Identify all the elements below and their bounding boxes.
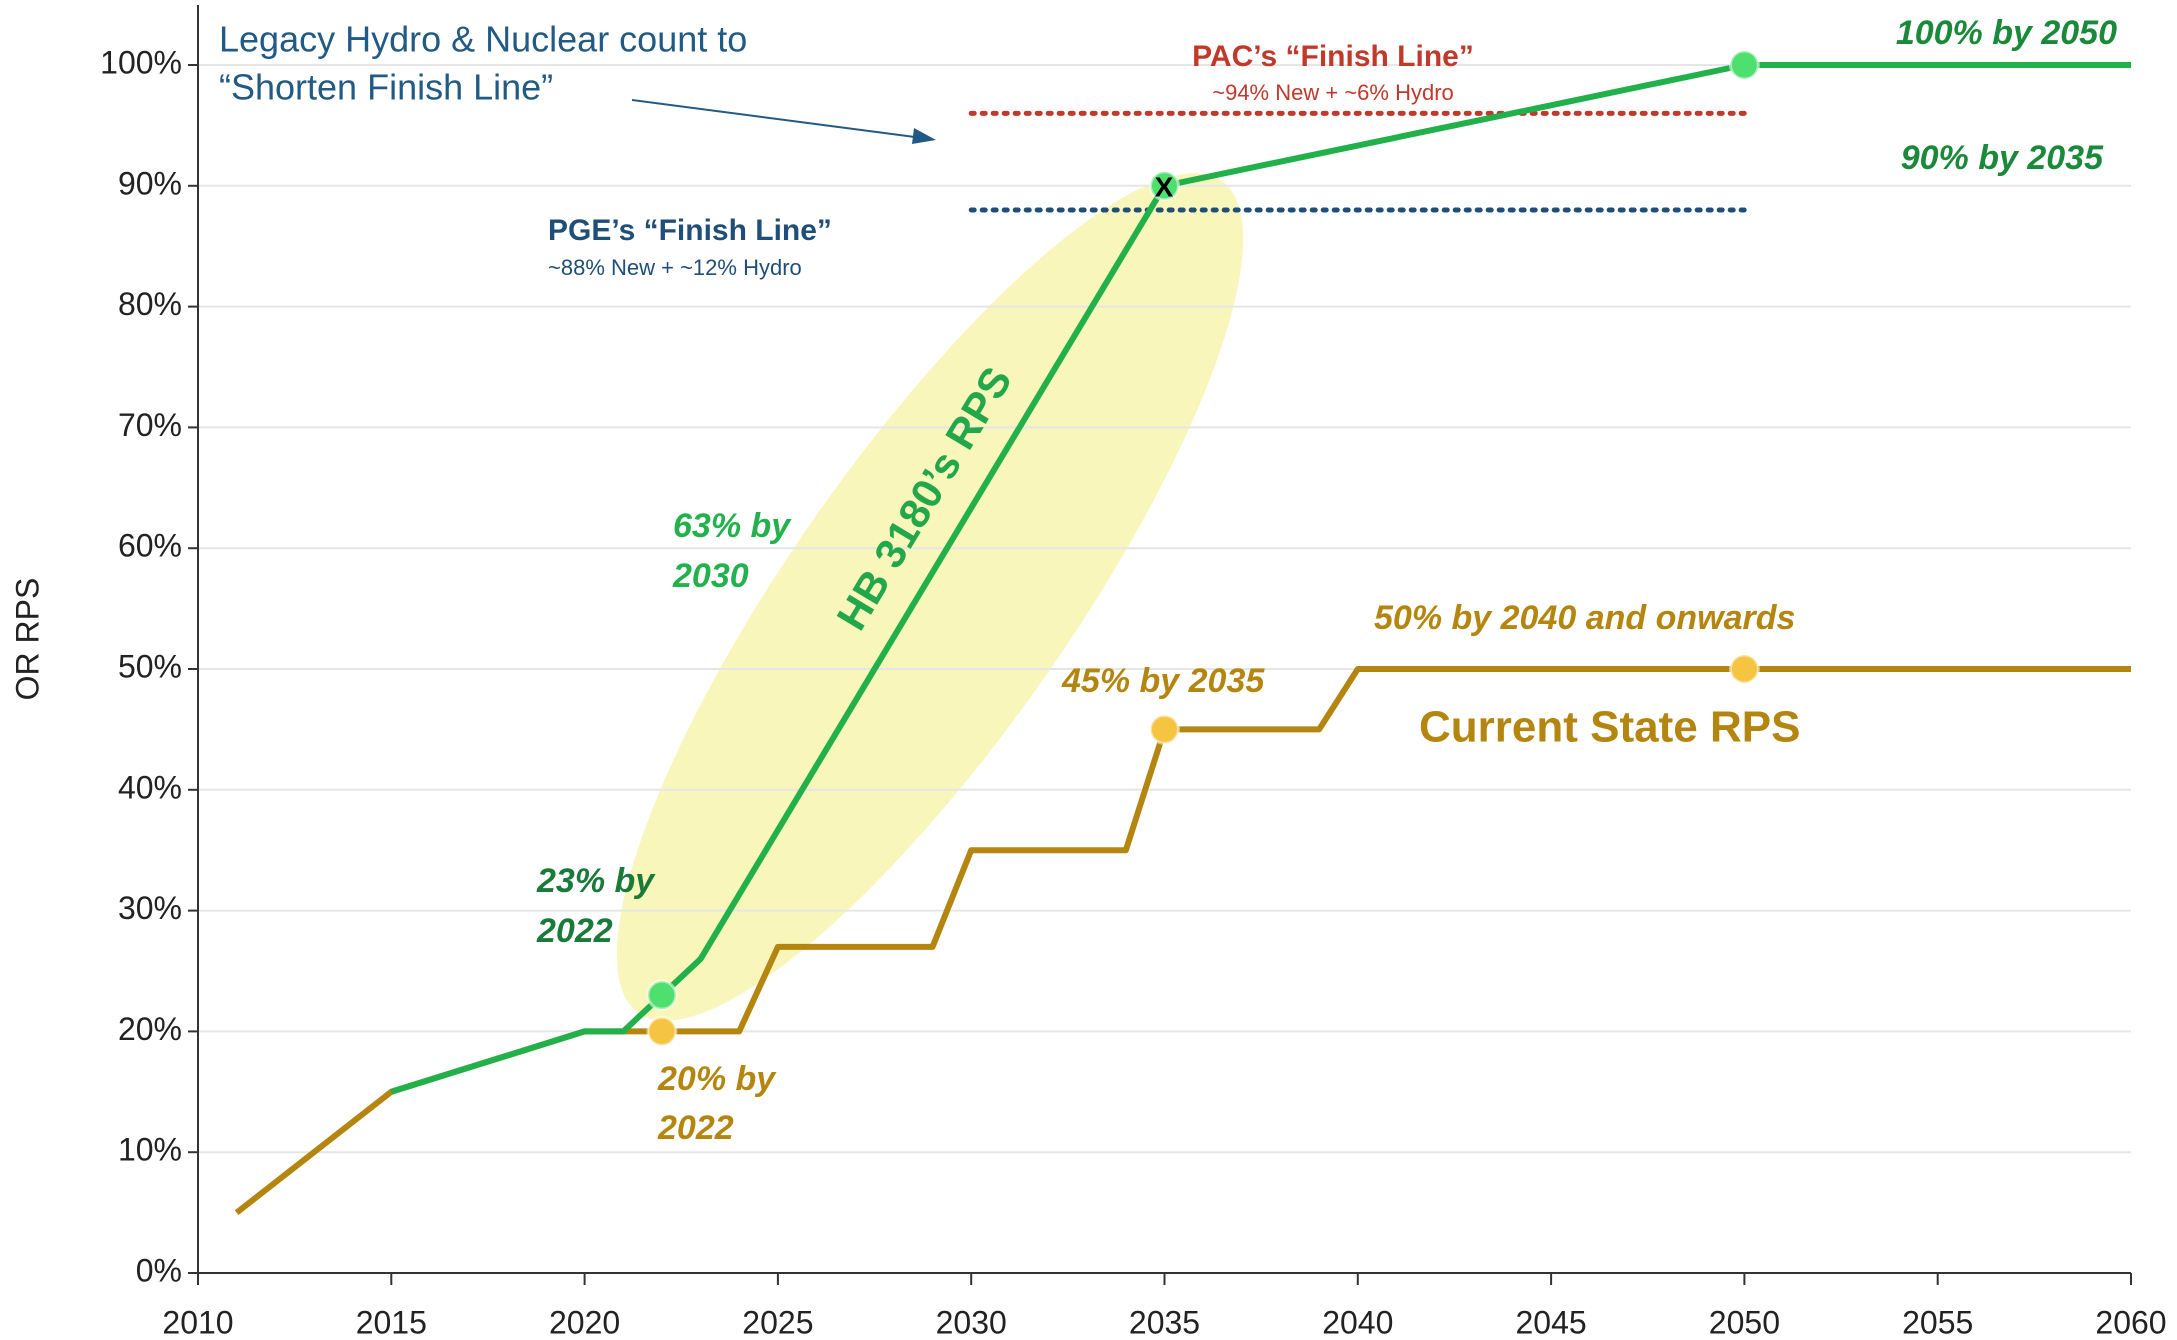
milestone-marker xyxy=(1149,713,1180,745)
x-tick-label: 2040 xyxy=(1322,1304,1393,1340)
reference-sublabel: ~94% New + ~6% Hydro xyxy=(1212,80,1454,105)
arrow-head xyxy=(912,128,936,144)
x-tick-label: 2060 xyxy=(2095,1304,2166,1340)
x-tick-label: 2020 xyxy=(549,1304,620,1340)
annotation: X xyxy=(1155,171,1174,202)
annotation: 90% by 2035 xyxy=(1901,139,2104,177)
milestone-marker xyxy=(646,1015,678,1047)
milestone-marker xyxy=(646,979,678,1011)
x-tick-label: 2045 xyxy=(1516,1304,1587,1340)
y-tick-label: 10% xyxy=(118,1132,182,1168)
milestone-marker xyxy=(1728,653,1760,685)
x-tick-label: 2030 xyxy=(936,1304,1007,1340)
annotation: 23% by xyxy=(536,862,656,900)
y-tick-label: 50% xyxy=(118,648,182,684)
y-tick-label: 100% xyxy=(100,44,182,80)
series-layer xyxy=(234,62,2131,1215)
series-line xyxy=(390,62,2131,1095)
series-line xyxy=(234,666,2131,1215)
annotation: 45% by 2035 xyxy=(1061,662,1265,700)
reference-label: PAC’s “Finish Line” xyxy=(1192,40,1474,73)
y-tick-label: 60% xyxy=(118,528,182,564)
background-layer xyxy=(616,173,1244,1021)
y-tick-label: 40% xyxy=(118,769,182,805)
reference-label: PGE’s “Finish Line” xyxy=(548,214,832,247)
annotation: 20% by xyxy=(657,1060,777,1098)
y-tick-label: 70% xyxy=(118,407,182,443)
x-tick-label: 2015 xyxy=(356,1304,427,1340)
reference-sublabel: ~88% New + ~12% Hydro xyxy=(548,255,802,280)
y-tick-label: 20% xyxy=(118,1011,182,1047)
x-tick-label: 2025 xyxy=(742,1304,813,1340)
y-tick-label: 30% xyxy=(118,890,182,926)
annotation: 2022 xyxy=(657,1109,734,1147)
annotation: 2022 xyxy=(536,912,613,950)
x-tick-label: 2035 xyxy=(1129,1304,1200,1340)
annotation: 100% by 2050 xyxy=(1896,14,2117,52)
x-tick-label: 2055 xyxy=(1902,1304,1973,1340)
x-tick-label: 2010 xyxy=(162,1304,233,1340)
highlight-ellipse xyxy=(616,173,1244,1021)
annotation: “Shorten Finish Line” xyxy=(219,67,553,108)
y-tick-label: 0% xyxy=(136,1252,182,1288)
milestone-marker xyxy=(1728,49,1760,81)
annotation: 50% by 2040 and onwards xyxy=(1374,599,1795,637)
series-label: Current State RPS xyxy=(1419,703,1800,752)
annotation: Legacy Hydro & Nuclear count to xyxy=(219,19,747,60)
y-tick-label: 80% xyxy=(118,286,182,322)
milestone-marker xyxy=(1149,170,1180,202)
x-tick-label: 2050 xyxy=(1709,1304,1780,1340)
annotation: 63% by xyxy=(673,507,792,545)
annotation: 2030 xyxy=(672,557,749,595)
y-tick-label: 90% xyxy=(118,165,182,201)
arrow xyxy=(631,99,931,140)
y-axis-label: OR RPS xyxy=(9,578,45,701)
